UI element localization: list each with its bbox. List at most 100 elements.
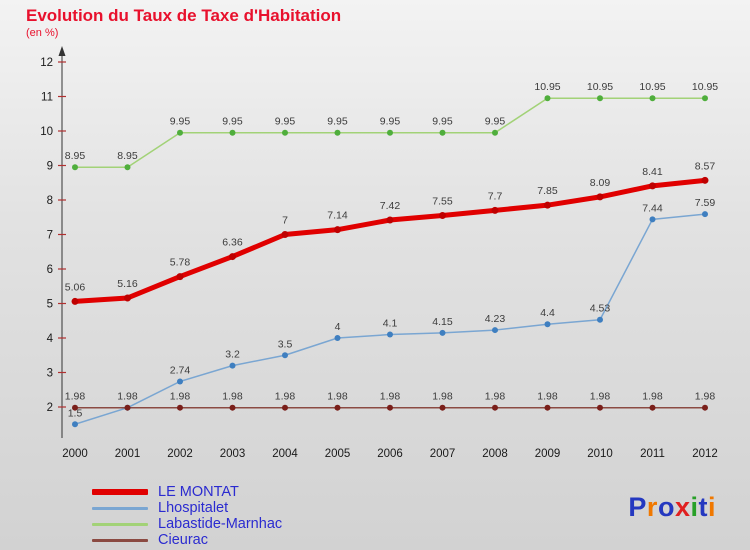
svg-text:7.42: 7.42 [380,200,401,212]
svg-text:2000: 2000 [62,448,88,460]
svg-text:8.95: 8.95 [117,150,138,162]
svg-text:2007: 2007 [430,448,456,460]
svg-text:8.57: 8.57 [695,160,716,172]
chart-header: Evolution du Taux de Taxe d'Habitation (… [26,6,341,39]
svg-text:3: 3 [47,368,53,380]
svg-text:2003: 2003 [220,448,246,460]
svg-text:8: 8 [47,195,53,207]
legend-item-labastide-marnhac: Labastide-Marnhac [92,516,282,532]
proxiti-logo: Proxiti [628,492,716,523]
svg-text:9.95: 9.95 [275,116,296,128]
svg-text:1.98: 1.98 [485,391,506,403]
svg-text:2010: 2010 [587,448,613,460]
svg-text:2002: 2002 [167,448,193,460]
svg-text:1.98: 1.98 [380,391,401,403]
svg-text:8.41: 8.41 [642,166,663,178]
svg-text:8.09: 8.09 [590,177,611,189]
svg-text:4.1: 4.1 [383,318,398,330]
svg-text:2: 2 [47,402,53,414]
svg-text:9.95: 9.95 [222,116,243,128]
svg-text:2004: 2004 [272,448,298,460]
legend-label: Lhospitalet [158,500,229,516]
svg-text:2005: 2005 [325,448,351,460]
svg-text:7: 7 [47,230,53,242]
svg-text:9: 9 [47,161,53,173]
legend-item-le-montat: LE MONTAT [92,484,282,500]
svg-text:2011: 2011 [640,448,665,460]
svg-text:8.95: 8.95 [65,150,86,162]
svg-text:4.53: 4.53 [590,303,611,315]
svg-text:10.95: 10.95 [639,81,665,93]
svg-text:10.95: 10.95 [534,81,560,93]
svg-text:2006: 2006 [377,448,403,460]
logo-letter-3: x [674,492,691,522]
svg-text:3.5: 3.5 [278,338,293,350]
svg-text:2.74: 2.74 [170,364,191,376]
svg-text:10.95: 10.95 [692,81,718,93]
legend-swatch-0 [92,489,148,495]
svg-text:1.98: 1.98 [327,391,348,403]
line-chart: 2 3 4 5 6 7 8 9 10 11 12 2000 2001 2002 2003 2004 2005 20… [40,46,718,460]
chart-title: Evolution du Taux de Taxe d'Habitation [26,6,342,25]
legend-swatch-2 [92,522,148,526]
svg-text:9.95: 9.95 [327,116,348,128]
svg-text:9.95: 9.95 [485,116,506,128]
svg-text:12: 12 [40,57,53,69]
svg-text:1.98: 1.98 [432,391,453,403]
logo-letter-1: r [646,492,658,522]
svg-text:2008: 2008 [482,448,508,460]
svg-text:5.16: 5.16 [117,278,138,290]
legend-item-cieurac: Cieurac [92,532,282,548]
svg-text:2009: 2009 [535,448,561,460]
svg-text:1.98: 1.98 [537,391,558,403]
svg-text:10: 10 [40,126,53,138]
svg-text:7: 7 [282,215,288,227]
legend-swatch-3 [92,538,148,542]
svg-text:9.95: 9.95 [380,116,401,128]
legend-swatch-1 [92,506,148,510]
svg-text:2012: 2012 [692,448,718,460]
legend-label: LE MONTAT [158,484,239,500]
svg-text:1.98: 1.98 [695,391,716,403]
svg-text:6.36: 6.36 [222,237,243,249]
svg-text:5.78: 5.78 [170,257,191,269]
svg-text:1.98: 1.98 [117,391,138,403]
svg-text:1.98: 1.98 [170,391,191,403]
svg-text:5: 5 [47,299,53,311]
svg-text:7.59: 7.59 [695,197,716,209]
svg-text:10.95: 10.95 [587,81,613,93]
logo-letter-0: P [628,492,647,522]
logo-letter-5: t [698,492,708,522]
logo-letter-4: i [690,492,699,522]
legend-label: Labastide-Marnhac [158,516,283,532]
svg-text:7.14: 7.14 [327,210,348,222]
svg-text:3.2: 3.2 [225,349,240,361]
svg-text:1.98: 1.98 [222,391,243,403]
svg-text:11: 11 [41,92,53,104]
svg-text:1.98: 1.98 [642,391,663,403]
chart-legend: LE MONTAT Lhospitalet Labastide-Marnhac … [92,484,282,548]
svg-text:7.55: 7.55 [432,196,453,208]
svg-text:1.5: 1.5 [68,407,83,419]
svg-text:6: 6 [47,264,53,276]
svg-text:1.98: 1.98 [275,391,296,403]
svg-text:7.85: 7.85 [537,185,558,197]
svg-text:4.23: 4.23 [485,313,506,325]
svg-text:2001: 2001 [115,448,141,460]
svg-text:9.95: 9.95 [170,116,191,128]
svg-text:4: 4 [335,321,341,333]
svg-text:1.98: 1.98 [590,391,611,403]
svg-text:7.44: 7.44 [642,202,663,214]
svg-text:5.06: 5.06 [65,281,86,293]
svg-text:4.15: 4.15 [432,316,453,328]
svg-text:9.95: 9.95 [432,116,453,128]
svg-text:4.4: 4.4 [540,307,555,319]
chart-subtitle: (en %) [26,27,59,39]
svg-text:1.98: 1.98 [65,391,86,403]
logo-letter-6: i [707,492,716,522]
logo-letter-2: o [657,492,675,522]
legend-item-lhospitalet: Lhospitalet [92,500,282,516]
svg-text:7.7: 7.7 [488,190,503,202]
svg-text:4: 4 [47,333,54,345]
